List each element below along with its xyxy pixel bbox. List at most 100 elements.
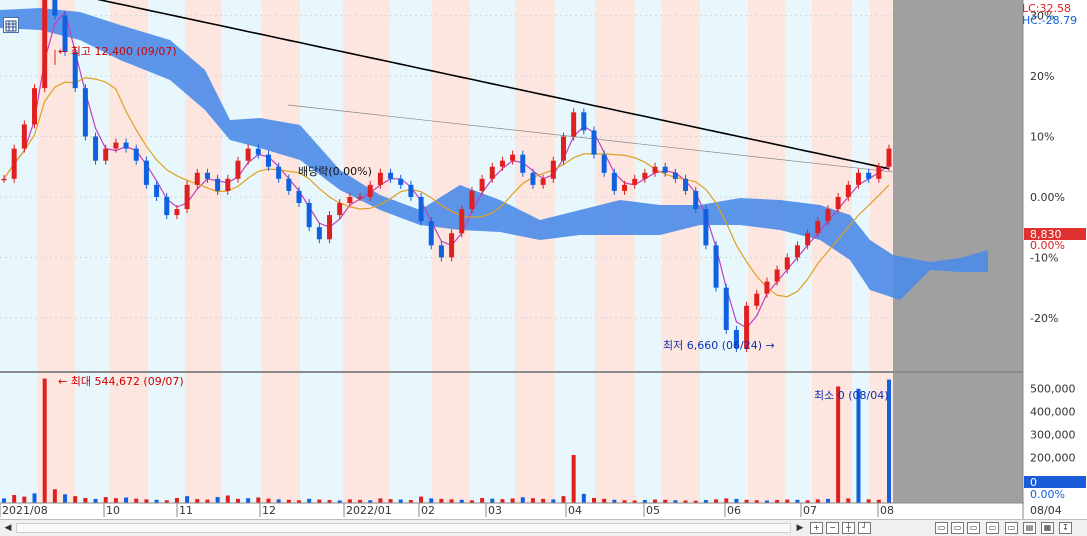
candle-body [449, 233, 455, 258]
price-pct-tag: 0.00% [1030, 239, 1065, 252]
x-range-label: 08/04 [1030, 504, 1062, 517]
settings-icon[interactable]: ▤ [1023, 522, 1036, 534]
volume-bar [775, 500, 780, 503]
volume-tick-label: 200,000 [1030, 451, 1076, 464]
volume-bar [408, 500, 413, 503]
volume-bar [571, 455, 576, 503]
candle-body [479, 178, 485, 191]
layout3-icon[interactable]: ▭ [967, 522, 980, 534]
candle-body [52, 0, 58, 16]
candle-body [703, 209, 709, 246]
volume-bar [73, 496, 78, 503]
candle-body [154, 184, 160, 197]
candle-body [428, 221, 434, 246]
layout4-icon[interactable]: ▭ [986, 522, 999, 534]
volume-bar [32, 493, 37, 503]
candle-body [581, 112, 587, 131]
print-icon[interactable]: ▦ [1041, 522, 1054, 534]
candle-body [103, 148, 109, 161]
candle-body [418, 196, 424, 222]
candle-body [32, 88, 38, 125]
pan-icon[interactable]: ┘ [858, 522, 871, 534]
volume-bar [612, 499, 617, 503]
price-candles [1, 0, 892, 353]
crosshair-icon[interactable]: ┼ [842, 522, 855, 534]
layout5-icon[interactable]: ▭ [1005, 522, 1018, 534]
layout1-icon[interactable]: ▭ [935, 522, 948, 534]
candle-body [754, 293, 760, 306]
volume-bar [358, 499, 363, 503]
price-tick-label: 10% [1030, 131, 1054, 144]
candle-body [469, 190, 475, 210]
candle-body [489, 166, 495, 179]
candle-body [316, 227, 322, 240]
volume-bar [530, 498, 535, 503]
volume-bar [215, 497, 220, 503]
export-icon[interactable]: ↧ [1059, 522, 1072, 534]
candle-body [693, 190, 699, 210]
candle-body [367, 184, 373, 197]
candle-body [713, 245, 719, 288]
volume-bar [876, 499, 881, 503]
candle-body [265, 154, 271, 167]
volume-bar [866, 499, 871, 503]
x-tick-label: 05 [646, 504, 660, 517]
candle-body [591, 130, 597, 155]
volume-bar [83, 497, 88, 503]
price-tag-text: 8,830 [1030, 228, 1062, 241]
candle-body [764, 281, 770, 294]
ma-very-long-line [287, 104, 894, 173]
zoom-out-icon[interactable]: − [826, 522, 839, 534]
scroll-left-icon[interactable]: ◀ [4, 523, 12, 533]
volume-bar [266, 498, 271, 503]
price-tick-label: 30% [1030, 10, 1054, 23]
min-volume-annotation: 최소 0 (08/04) [814, 389, 889, 402]
volume-bar [500, 499, 505, 503]
zoom-in-icon[interactable]: + [810, 522, 823, 534]
candle-body [143, 160, 149, 185]
candle-body [235, 160, 241, 179]
ma-mid-line [3, 76, 890, 298]
candle-body [357, 196, 363, 199]
period-band [555, 0, 595, 503]
volume-bar [581, 493, 586, 503]
dividend-annotation: 배당락(0.00%) [298, 165, 372, 178]
volume-bar [2, 498, 6, 503]
candle-body [93, 136, 99, 161]
volume-bar [602, 498, 607, 503]
candle-body [805, 233, 811, 246]
period-band [595, 0, 635, 503]
volume-bar [836, 386, 841, 503]
candle-body [62, 15, 68, 52]
volume-bar [551, 499, 556, 503]
candle-body [683, 178, 689, 191]
volume-bar [307, 498, 312, 503]
candle-body [204, 172, 210, 179]
volume-bar [887, 379, 891, 503]
scroll-right-icon[interactable]: ▶ [796, 523, 804, 533]
candle-body [245, 148, 251, 161]
grid-menu-icon[interactable] [3, 17, 19, 33]
price-tick-label: 0.00% [1030, 191, 1065, 204]
ma-long-line [96, 0, 890, 170]
volume-bar [42, 378, 47, 503]
scroll-track[interactable] [16, 523, 791, 533]
volume-pct-tag: 0.00% [1030, 488, 1065, 501]
candle-body [306, 203, 312, 228]
volume-bar [164, 500, 169, 503]
period-band [515, 0, 555, 503]
volume-bar [124, 497, 129, 503]
volume-bar [510, 498, 515, 503]
layout2-icon[interactable]: ▭ [951, 522, 964, 534]
horizontal-scrollbar[interactable]: ◀ ▶ + − ┼ ┘ ▭ ▭ ▭ ▭ ▭ ▤ ▦ ↧ [0, 519, 1087, 536]
volume-bar [642, 500, 647, 503]
volume-bar [144, 499, 149, 503]
volume-bar [246, 498, 251, 503]
candle-body [225, 178, 231, 191]
candle-body [11, 148, 17, 179]
period-band [343, 0, 390, 503]
volume-bar [388, 499, 393, 503]
candle-body [622, 184, 628, 191]
candle-body [794, 245, 800, 258]
volume-bar [195, 499, 200, 503]
